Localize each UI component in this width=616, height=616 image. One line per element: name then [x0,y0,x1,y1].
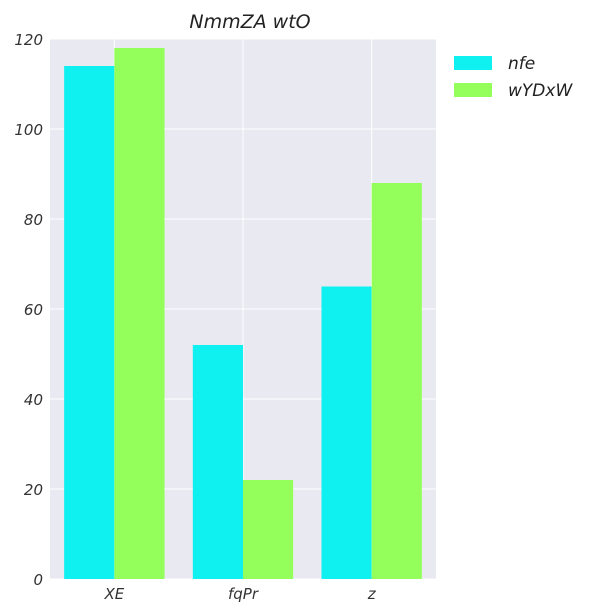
chart-title: NmmZA wtO [189,11,310,33]
y-tick-label: 40 [24,391,43,409]
bar-nfe-z [321,286,372,579]
y-tick-label: 120 [14,31,43,49]
y-tick-label: 100 [14,121,43,139]
legend-label: wYDxW [508,81,573,101]
y-tick-label: 20 [24,481,43,499]
legend-label: nfe [508,54,535,74]
bar-wYDxW-XE [114,48,165,579]
legend-swatch-nfe [454,56,492,70]
legend: nfe wYDxW [454,54,573,101]
bar-wYDxW-fqPr [243,480,294,579]
y-tick-label: 60 [24,301,43,319]
bars [64,48,422,579]
x-tick-label: fqPr [228,585,259,603]
legend-swatch-wYDxW [454,83,492,97]
y-axis-ticks: 0 20 40 60 80 100 120 [14,31,43,589]
bar-nfe-XE [64,66,115,579]
bar-nfe-fqPr [192,345,243,579]
x-tick-label: XE [103,585,124,603]
y-tick-label: 80 [24,211,43,229]
x-axis-ticks: XE fqPr z [103,585,376,603]
bar-wYDxW-z [371,183,422,579]
x-tick-label: z [367,585,377,603]
y-tick-label: 0 [33,571,43,589]
